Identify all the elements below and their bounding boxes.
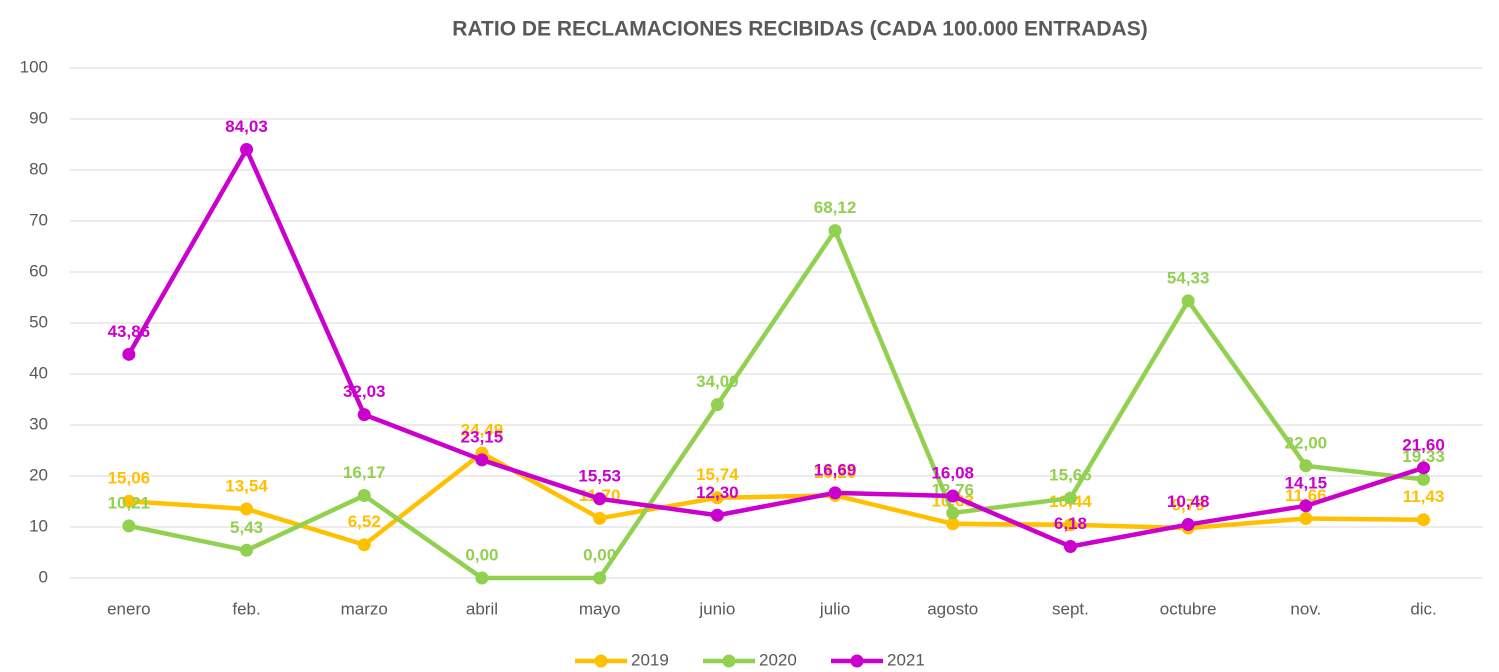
x-tick-label: mayo (579, 599, 621, 618)
series-line (128, 450, 1424, 547)
data-label: 54,33 (1167, 268, 1210, 287)
data-point (357, 489, 371, 503)
y-tick-label: 10 (29, 516, 48, 535)
y-tick-label: 20 (29, 465, 48, 484)
data-label: 15,53 (578, 466, 621, 485)
y-tick-label: 80 (29, 159, 48, 178)
data-point (593, 492, 607, 506)
series-line (126, 147, 1425, 549)
data-point (828, 486, 842, 500)
data-point (240, 502, 254, 516)
x-tick-label: agosto (927, 599, 978, 618)
data-point (1417, 472, 1431, 486)
chart-title: RATIO DE RECLAMACIONES RECIBIDAS (CADA 1… (452, 18, 1147, 41)
data-label: 16,69 (814, 460, 857, 479)
y-tick-label: 70 (29, 210, 48, 229)
data-point (1299, 512, 1313, 526)
data-point (710, 508, 724, 522)
data-point (240, 142, 254, 156)
data-point (946, 489, 960, 503)
legend-label: 2019 (631, 650, 669, 669)
data-point (1063, 518, 1077, 532)
x-tick-label: sept. (1052, 599, 1089, 618)
x-tick-label: abril (466, 599, 498, 618)
data-point (475, 453, 489, 467)
data-label: 22,00 (1285, 433, 1328, 452)
x-tick-label: dic. (1410, 599, 1436, 618)
y-tick-label: 0 (39, 567, 48, 586)
data-point (593, 511, 607, 525)
x-tick-label: enero (107, 599, 150, 618)
data-label: 9,79 (1172, 496, 1205, 515)
y-tick-label: 100 (20, 57, 48, 76)
x-tick-label: marzo (341, 599, 388, 618)
data-label: 68,12 (814, 198, 857, 217)
y-tick-label: 60 (29, 261, 48, 280)
data-label: 6,52 (348, 512, 381, 531)
data-label: 34,00 (696, 372, 739, 391)
data-point (357, 538, 371, 552)
data-point (1417, 513, 1431, 527)
data-label: 13,54 (225, 476, 268, 495)
data-label: 43,86 (108, 322, 151, 341)
data-label: 24,49 (461, 421, 504, 440)
x-tick-label: julio (819, 599, 850, 618)
legend-label: 2020 (759, 650, 797, 669)
data-point (475, 571, 489, 585)
data-point (357, 408, 371, 422)
data-point (122, 519, 136, 533)
x-tick-label: nov. (1290, 599, 1321, 618)
data-label: 15,06 (108, 469, 151, 488)
series-line (128, 228, 1424, 581)
y-tick-label: 30 (29, 414, 48, 433)
x-tick-label: feb. (232, 599, 260, 618)
data-point (240, 543, 254, 557)
data-point (710, 398, 724, 412)
data-label: 21,60 (1402, 435, 1445, 454)
y-tick-label: 90 (29, 108, 48, 127)
legend-marker (722, 654, 736, 668)
data-point (1299, 499, 1313, 513)
data-label: 6,18 (1054, 514, 1087, 533)
data-point (1417, 461, 1431, 475)
y-tick-label: 50 (29, 312, 48, 331)
data-label: 16,20 (814, 463, 857, 482)
data-label: 16,17 (343, 463, 386, 482)
data-label: 12,30 (696, 483, 739, 502)
data-point (946, 517, 960, 531)
x-tick-label: octubre (1160, 599, 1217, 618)
data-point (122, 347, 136, 361)
legend-label: 2021 (887, 650, 925, 669)
data-label: 16,08 (931, 463, 974, 482)
data-point (1299, 459, 1313, 473)
data-label: 14,15 (1285, 473, 1328, 492)
legend-marker (594, 654, 608, 668)
data-label: 32,03 (343, 382, 386, 401)
data-label: 23,15 (461, 427, 504, 446)
data-label: 10,48 (1167, 492, 1210, 511)
data-point (1181, 294, 1195, 308)
data-label: 0,00 (583, 545, 616, 564)
data-point (1063, 491, 1077, 505)
x-tick-label: junio (698, 599, 735, 618)
data-label: 15,74 (696, 465, 739, 484)
data-label: 5,43 (230, 518, 263, 537)
data-point (1063, 539, 1077, 553)
data-label: 84,03 (225, 117, 268, 136)
data-point (946, 506, 960, 520)
data-point (828, 224, 842, 238)
data-point (1181, 518, 1195, 532)
legend-marker (850, 654, 864, 668)
data-point (710, 491, 724, 505)
data-label: 0,00 (465, 545, 498, 564)
data-point (122, 494, 136, 508)
data-label: 19,33 (1402, 447, 1445, 466)
data-point (593, 571, 607, 585)
y-tick-label: 40 (29, 363, 48, 382)
data-label: 11,43 (1403, 487, 1445, 506)
data-label: 10,21 (108, 493, 151, 512)
data-label: 15,66 (1049, 466, 1092, 485)
